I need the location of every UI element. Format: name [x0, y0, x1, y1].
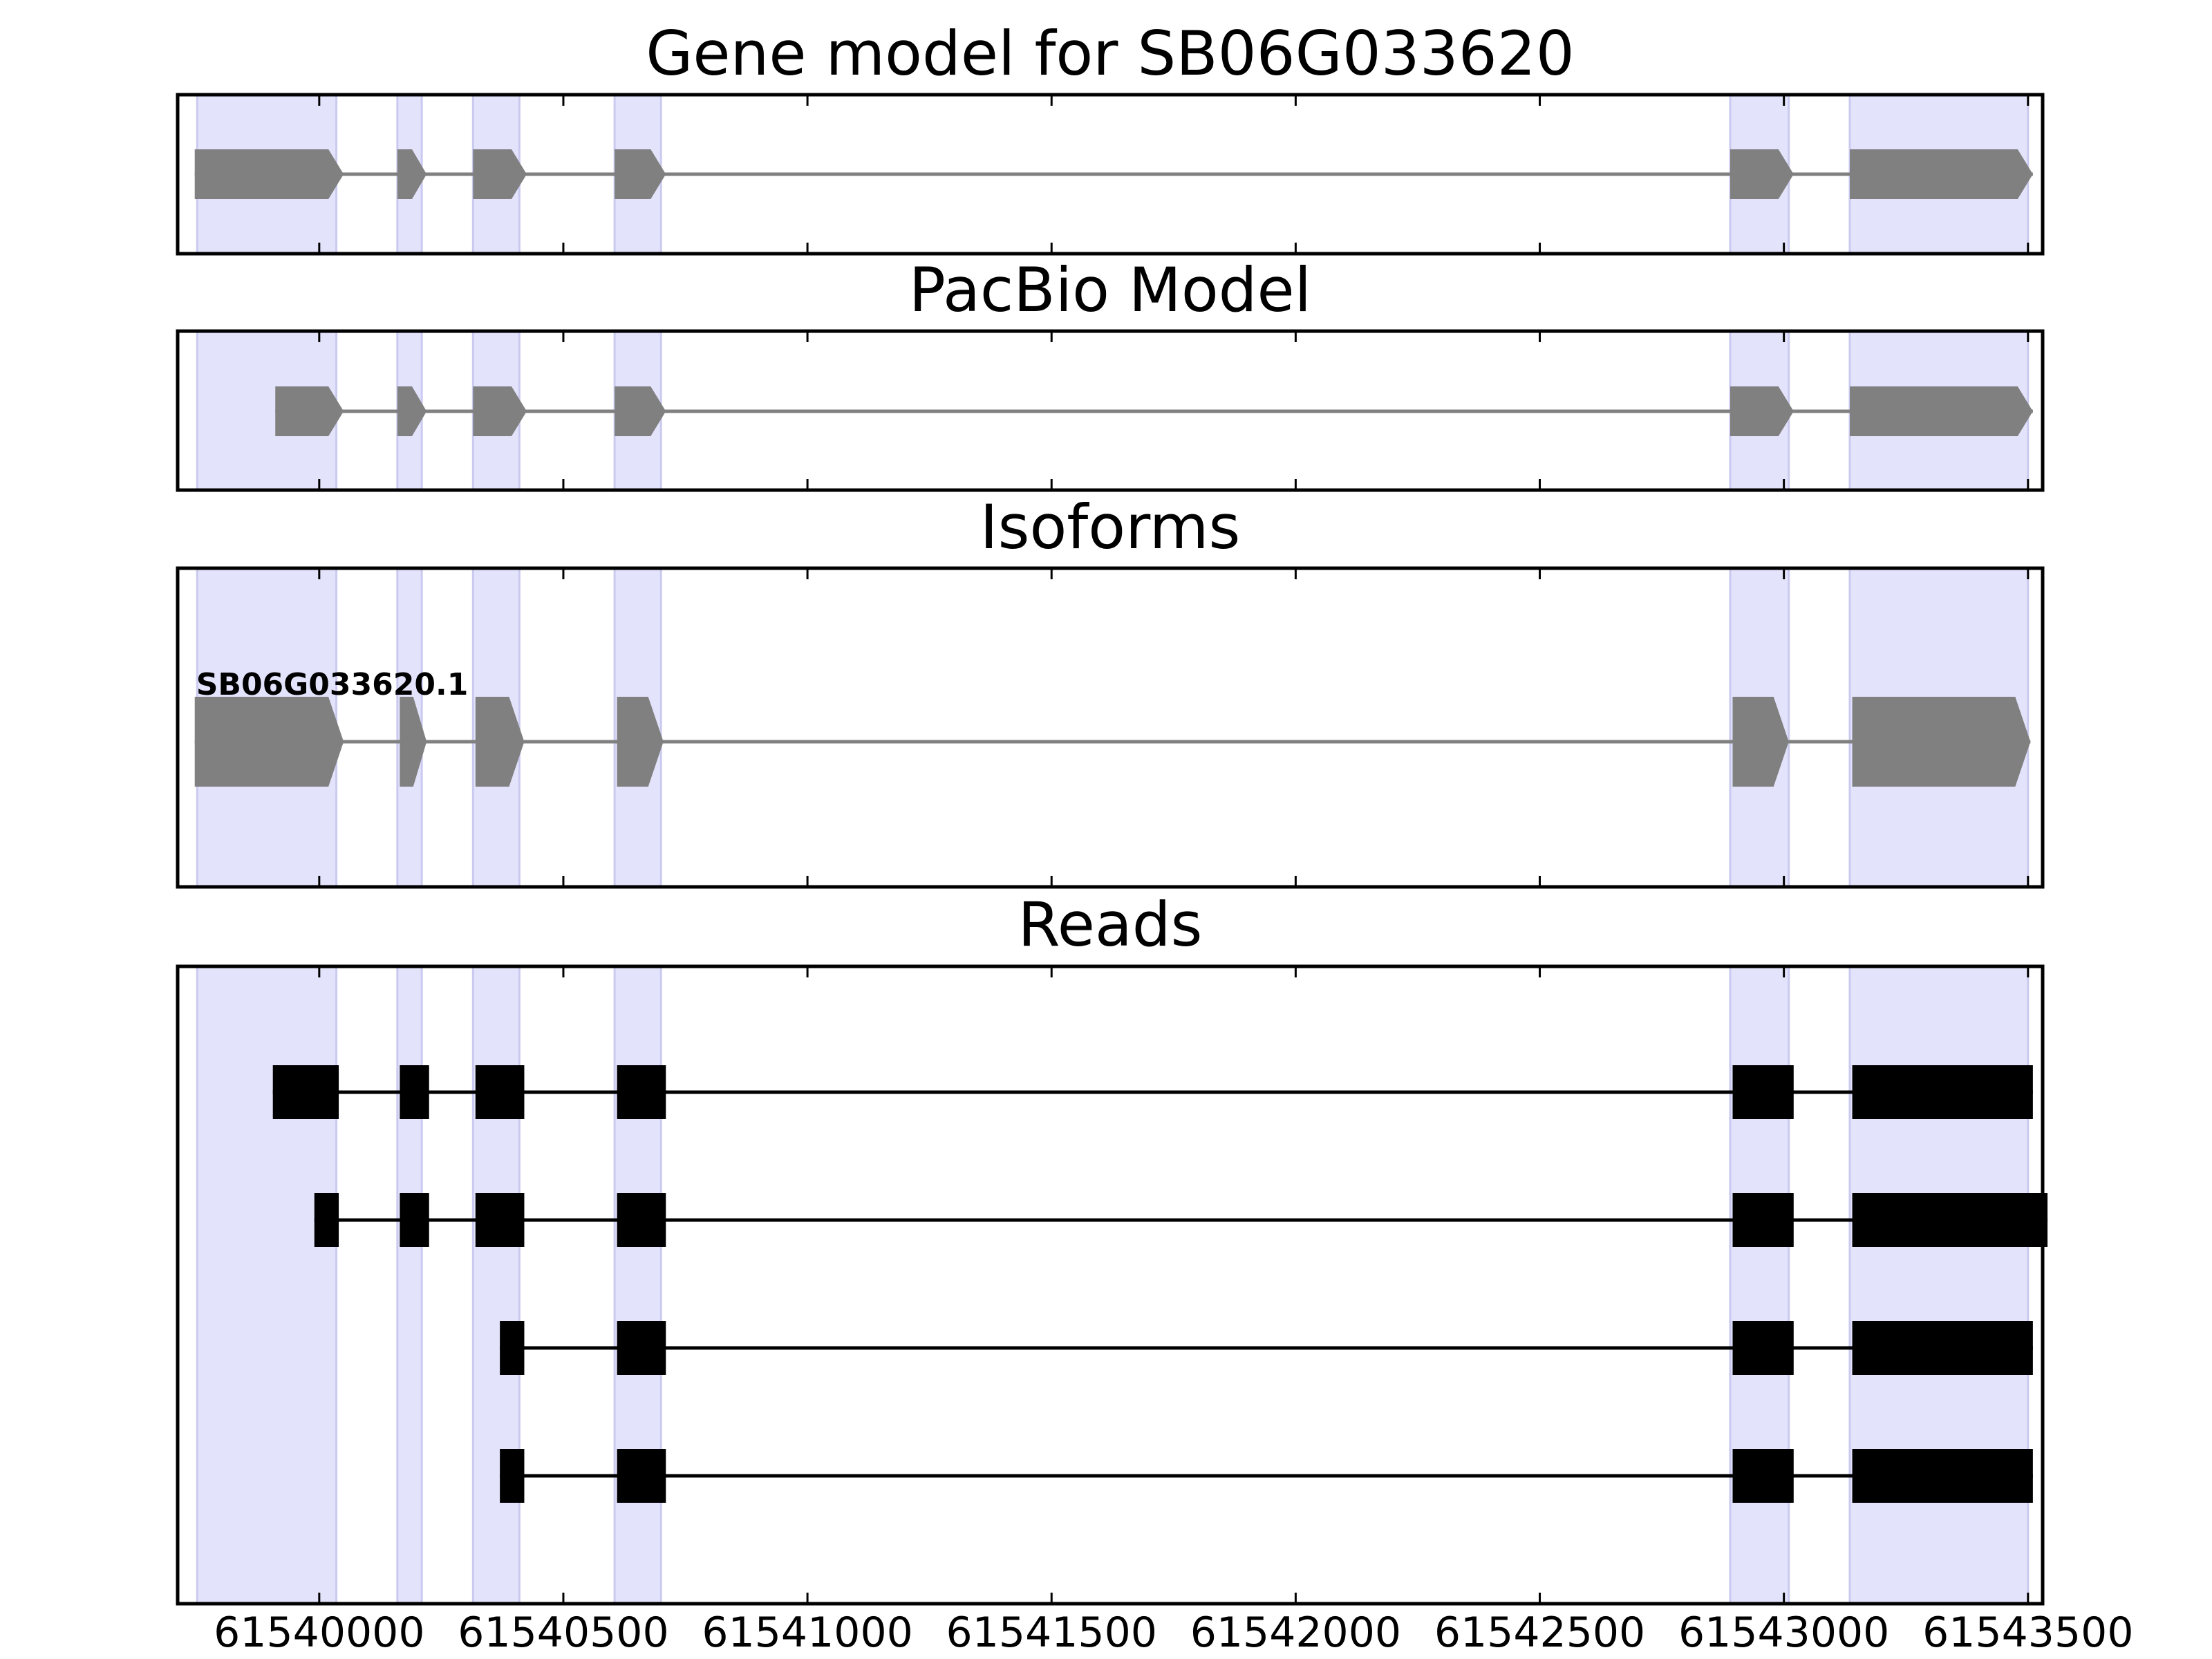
highlight-band [1729, 965, 1790, 1605]
exon-arrow [275, 386, 344, 436]
read-exon-block [400, 1193, 429, 1247]
panel-title: PacBio Model [909, 254, 1311, 326]
x-tick-label: 61543500 [1922, 1609, 2133, 1657]
highlight-bands [196, 965, 2030, 1605]
panel-frame [176, 93, 2045, 256]
panel-1: Gene model for SB06G033620 [176, 18, 2045, 256]
highlight-band [396, 965, 423, 1605]
read-exon-block [272, 1065, 339, 1119]
read-exon-block [617, 1321, 666, 1375]
highlight-band [1848, 965, 2030, 1605]
exon-arrow [615, 386, 666, 436]
exon-arrow [397, 149, 427, 199]
exon-arrow [1732, 697, 1789, 787]
read-exon-block [617, 1193, 666, 1247]
panel-4: Reads [176, 889, 2048, 1606]
read-exon-block [1852, 1321, 2033, 1375]
read-exon-block [500, 1321, 525, 1375]
transcript-track: SB06G033620.1 [194, 667, 2031, 787]
read-exon-block [617, 1065, 666, 1119]
x-axis: 61540000 61540500 61541000 61541500 61542000… [214, 1609, 2133, 1657]
exon-arrow [1730, 386, 1794, 436]
panel-ticks [318, 95, 2030, 254]
x-tick-label: 61542500 [1434, 1609, 1645, 1657]
panel-ticks [318, 966, 2030, 1604]
exon-arrow [397, 386, 427, 436]
transcript-track [275, 386, 2033, 436]
panel-frame [176, 964, 2045, 1606]
panel-2: PacBio Model [176, 254, 2045, 492]
panel-title: Reads [1018, 889, 1203, 960]
exon-arrow [1850, 386, 2033, 436]
panels: Gene model for SB06G033620 PacBio Model SB… [176, 18, 2048, 1606]
panel-frame [176, 566, 2045, 889]
read-track [314, 1193, 2048, 1247]
read-exon-block [1732, 1321, 1794, 1375]
x-tick-label: 61541000 [702, 1609, 912, 1657]
panel-title: Isoforms [980, 491, 1241, 563]
exon-arrow [194, 697, 344, 787]
read-track [272, 1065, 2033, 1119]
exon-arrow [617, 697, 664, 787]
exon-arrow [1850, 149, 2033, 199]
x-tick-label: 61540500 [458, 1609, 668, 1657]
read-exon-block [1852, 1193, 2048, 1247]
isoform-label: SB06G033620.1 [196, 667, 469, 702]
exon-arrow [400, 697, 427, 787]
read-exon-block [1732, 1449, 1794, 1503]
panel-title: Gene model for SB06G033620 [646, 18, 1575, 89]
highlight-band [613, 965, 662, 1605]
exon-arrow [473, 149, 527, 199]
x-tick-label: 61543000 [1678, 1609, 1889, 1657]
panel-3: SB06G033620.1 Isoforms [176, 491, 2045, 889]
x-tick-label: 61540000 [214, 1609, 424, 1657]
read-track [500, 1449, 2033, 1503]
read-exon-block [500, 1449, 525, 1503]
read-exon-block [1732, 1065, 1794, 1119]
read-track [500, 1321, 2033, 1375]
read-exon-block [617, 1449, 666, 1503]
read-exon-block [475, 1065, 525, 1119]
exon-arrow [1730, 149, 1794, 199]
read-exon-block [1732, 1193, 1794, 1247]
panel-ticks [318, 331, 2030, 490]
exon-arrow [615, 149, 666, 199]
highlight-band [196, 965, 338, 1605]
panel-frame [176, 329, 2045, 492]
read-exon-block [1852, 1449, 2033, 1503]
transcript-track [194, 149, 2033, 199]
read-exon-block [1852, 1065, 2033, 1119]
x-tick-label: 61541500 [946, 1609, 1157, 1657]
read-exon-block [400, 1065, 429, 1119]
read-exon-block [475, 1193, 525, 1247]
highlight-band [471, 965, 521, 1605]
exon-arrow [1852, 697, 2031, 787]
exon-arrow [194, 149, 344, 199]
x-tick-label: 61542000 [1190, 1609, 1401, 1657]
exon-arrow [475, 697, 525, 787]
exon-arrow [473, 386, 527, 436]
panel-ticks [318, 568, 2030, 887]
read-exon-block [314, 1193, 339, 1247]
